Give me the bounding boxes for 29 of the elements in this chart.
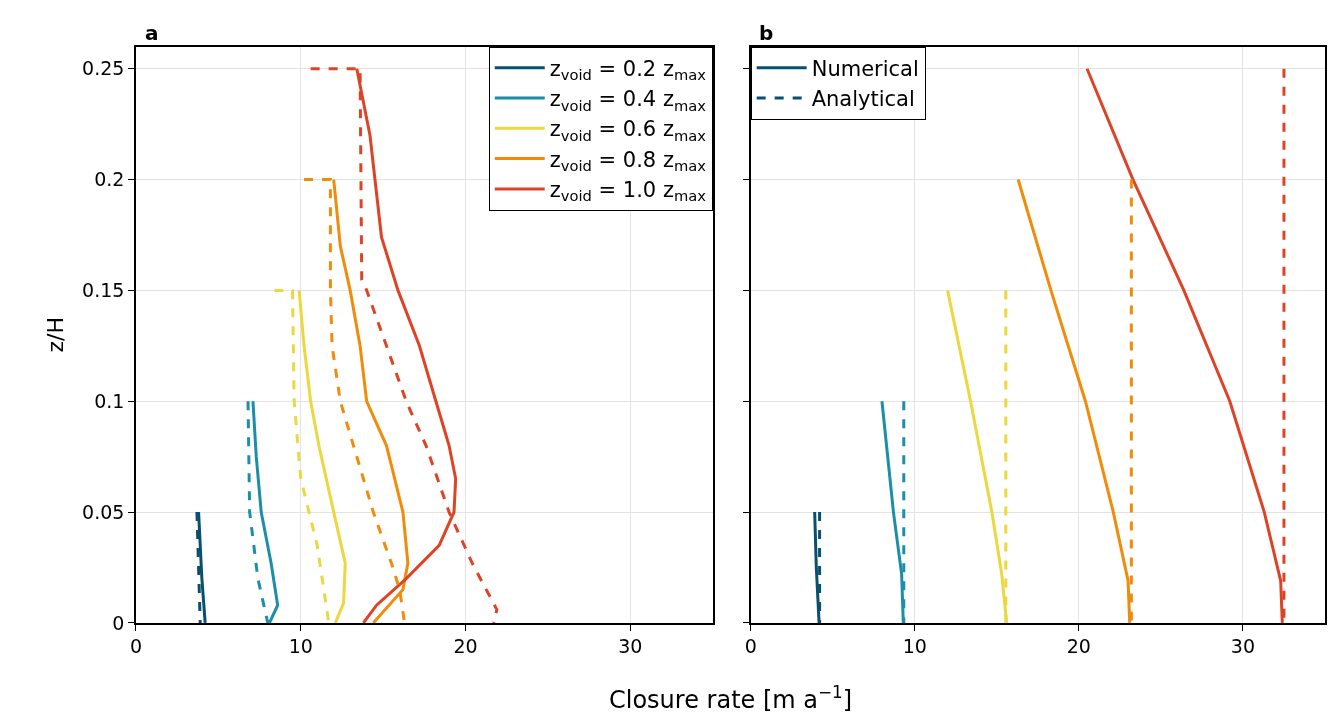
x-axis-title: Closure rate [m a$^{−1}$]: [609, 682, 853, 715]
legend-label: Numerical: [811, 56, 919, 81]
x-tick-label: 0: [744, 635, 757, 658]
y-tick-label: 0.25: [82, 57, 125, 80]
y-tick-label: 0.2: [94, 168, 125, 191]
x-tick-label: 30: [1230, 635, 1256, 658]
y-axis-title: z/H: [43, 316, 69, 353]
legend-label: z$_{void}$ = 0.6 z$_{max}$: [549, 117, 707, 144]
x-tick-label: 30: [618, 635, 643, 658]
x-tick-label: 10: [288, 635, 313, 658]
chart-title: a: [145, 21, 159, 45]
x-tick-label: 0: [129, 635, 142, 658]
x-tick-label: 10: [902, 635, 927, 658]
x-tick-label: 20: [453, 635, 478, 658]
y-tick-label: 0.05: [82, 500, 125, 523]
y-tick-label: 0: [112, 611, 125, 634]
line-series: [297, 288, 347, 623]
line-series: [272, 288, 331, 623]
legend-label: z$_{void}$ = 1.0 z$_{max}$: [549, 178, 707, 205]
legend-label: z$_{void}$ = 0.4 z$_{max}$: [549, 87, 707, 114]
legend-label: z$_{void}$ = 0.2 z$_{max}$: [549, 56, 707, 84]
legend-label: z$_{void}$ = 0.8 z$_{max}$: [549, 147, 707, 175]
line-series: [309, 67, 499, 623]
chart-title: b: [759, 21, 774, 45]
x-tick-label: 20: [1066, 635, 1091, 658]
legend-label: Analytical: [811, 87, 915, 112]
line-series: [302, 178, 407, 623]
y-tick-label: 0.15: [82, 279, 125, 302]
y-tick-label: 0.1: [94, 389, 125, 412]
